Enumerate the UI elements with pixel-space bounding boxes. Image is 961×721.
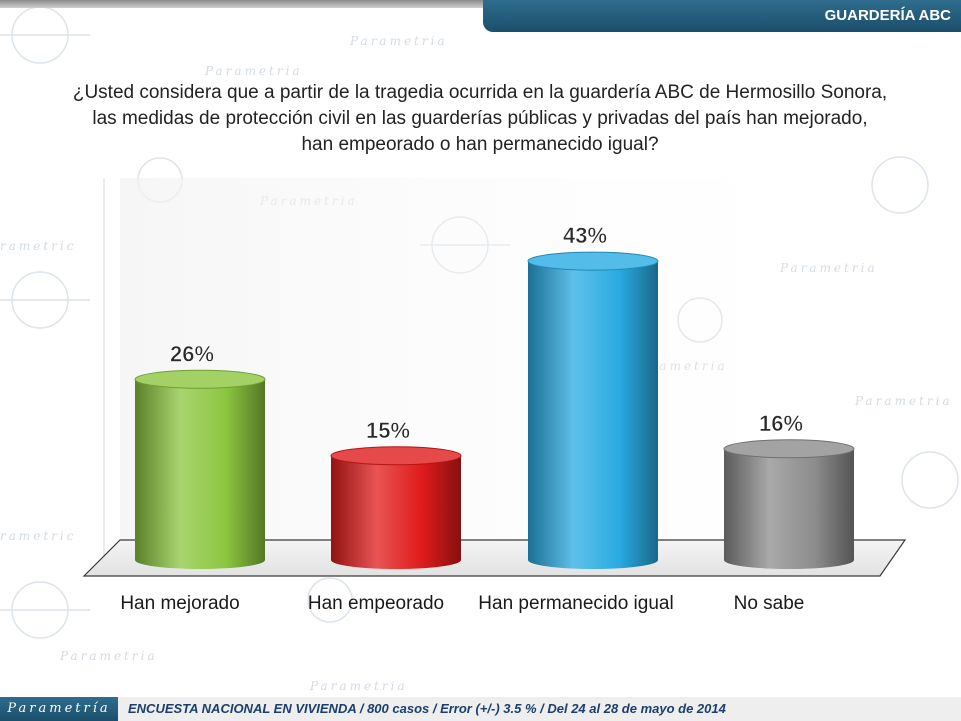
category-label: Han empeorado <box>308 593 444 614</box>
section-title: GUARDERÍA ABC <box>483 0 961 32</box>
svg-text:Parametria: Parametria <box>204 64 303 78</box>
survey-note: ENCUESTA NACIONAL EN VIVIENDA / 800 caso… <box>128 701 726 716</box>
bar-no-sabe <box>723 439 855 569</box>
question-text: ¿Usted considera que a partir de la trag… <box>50 80 910 158</box>
bar-han-permanecido-igual <box>527 251 659 569</box>
svg-text:rametric: rametric <box>0 529 77 543</box>
category-label: Han permanecido igual <box>478 593 673 614</box>
question-line: ¿Usted considera que a partir de la trag… <box>72 82 888 103</box>
svg-text:Parametria: Parametria <box>309 679 408 693</box>
data-label: 43% <box>563 223 607 248</box>
footer-bar: Parametría ENCUESTA NACIONAL EN VIVIENDA… <box>0 697 961 721</box>
category-label: Han mejorado <box>120 593 239 614</box>
question-line: las medidas de protección civil en las g… <box>92 108 868 129</box>
bar-han-empeorado <box>330 446 462 569</box>
svg-text:rametric: rametric <box>0 239 77 253</box>
header-band <box>0 0 961 8</box>
svg-text:Parametria: Parametria <box>59 649 158 663</box>
question-line: han empeorado o han permanecido igual? <box>301 134 659 155</box>
svg-text:Parametria: Parametria <box>349 34 448 48</box>
data-label: 16% <box>759 411 803 436</box>
category-label: No sabe <box>734 593 805 614</box>
chart-back-wall <box>120 178 905 540</box>
bar-han-mejorado <box>134 369 266 569</box>
data-label: 26% <box>170 341 214 366</box>
data-label: 15% <box>366 418 410 443</box>
parametria-logo: Parametría <box>0 697 118 721</box>
